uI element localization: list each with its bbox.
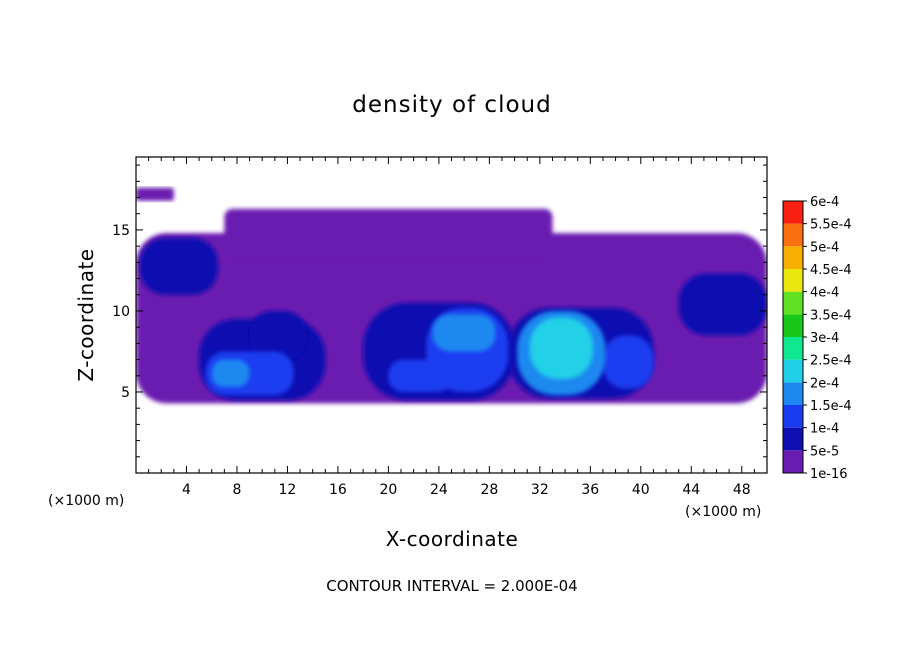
x-tick-label: 16: [329, 482, 347, 498]
y-tick-label: 10: [112, 304, 130, 320]
colorbar-label: 6e-4: [810, 195, 839, 210]
colorbar: 1e-16 5e-5 1e-4 1.5e-4 2e-4 2.5e-4 3e-4 3.5e-4 4…: [782, 195, 852, 482]
y-tick-label: 15: [112, 223, 130, 239]
density-region: [249, 310, 307, 360]
colorbar-label: 5e-4: [810, 240, 839, 255]
colorbar-label: 3.5e-4: [810, 308, 852, 323]
colorbar-swatch: [783, 291, 803, 315]
x-tick-label: 32: [531, 482, 549, 498]
colorbar-label: 2e-4: [810, 376, 839, 391]
x-tick-label: 4: [182, 482, 191, 498]
x-tick-label: 20: [379, 482, 397, 498]
colorbar-label: 1.5e-4: [810, 399, 852, 414]
contour-interval-note: CONTOUR INTERVAL = 2.000E-04: [326, 577, 577, 595]
density-region: [139, 238, 219, 295]
colorbar-swatch: [783, 382, 803, 405]
colorbar-label: 4.5e-4: [810, 263, 852, 278]
colorbar-label: 2.5e-4: [810, 354, 852, 369]
density-region: [136, 187, 174, 201]
x-tick-label: 24: [430, 482, 448, 498]
colorbar-swatch: [783, 314, 803, 337]
colorbar-swatch: [783, 359, 803, 383]
colorbar-label: 1e-4: [810, 422, 839, 437]
colorbar-swatch: [783, 337, 803, 360]
colorbar-swatch: [783, 223, 803, 247]
x-tick-label: 44: [682, 482, 700, 498]
density-region: [432, 314, 496, 352]
density-region: [678, 273, 767, 336]
x-tick-label: 28: [480, 482, 498, 498]
chart-title: density of cloud: [352, 92, 551, 118]
colorbar-swatch: [783, 450, 803, 473]
density-region: [529, 317, 593, 380]
colorbar-swatch: [783, 405, 803, 428]
density-region: [388, 359, 452, 392]
colorbar-swatch: [783, 201, 803, 224]
colorbar-label: 4e-4: [810, 286, 839, 301]
density-region: [602, 335, 654, 389]
x-tick-label: 36: [581, 482, 599, 498]
colorbar-label: 5e-5: [810, 444, 839, 459]
colorbar-label: 1e-16: [810, 467, 848, 482]
y-axis-label: Z-coordinate: [74, 248, 98, 381]
density-region: [211, 359, 250, 388]
colorbar-swatch: [783, 427, 803, 451]
x-axis-label: X-coordinate: [386, 527, 519, 551]
x-unit-left: (×1000 m): [48, 493, 124, 509]
colorbar-label: 5.5e-4: [810, 218, 852, 233]
x-axis-ticks: 4 8 12 16 20 24 28 32 36 40 44 48: [148, 157, 755, 498]
x-tick-label: 8: [232, 482, 241, 498]
colorbar-swatch: [783, 246, 803, 269]
x-tick-label: 48: [733, 482, 751, 498]
x-tick-label: 40: [632, 482, 650, 498]
density-region: [224, 208, 553, 255]
colorbar-swatch: [783, 269, 803, 292]
x-unit-right: (×1000 m): [685, 504, 761, 520]
x-tick-label: 12: [279, 482, 297, 498]
y-axis-ticks: 5 10 15: [112, 164, 767, 458]
colorbar-label: 3e-4: [810, 331, 839, 346]
density-field: [136, 187, 767, 404]
y-tick-label: 5: [121, 385, 130, 401]
